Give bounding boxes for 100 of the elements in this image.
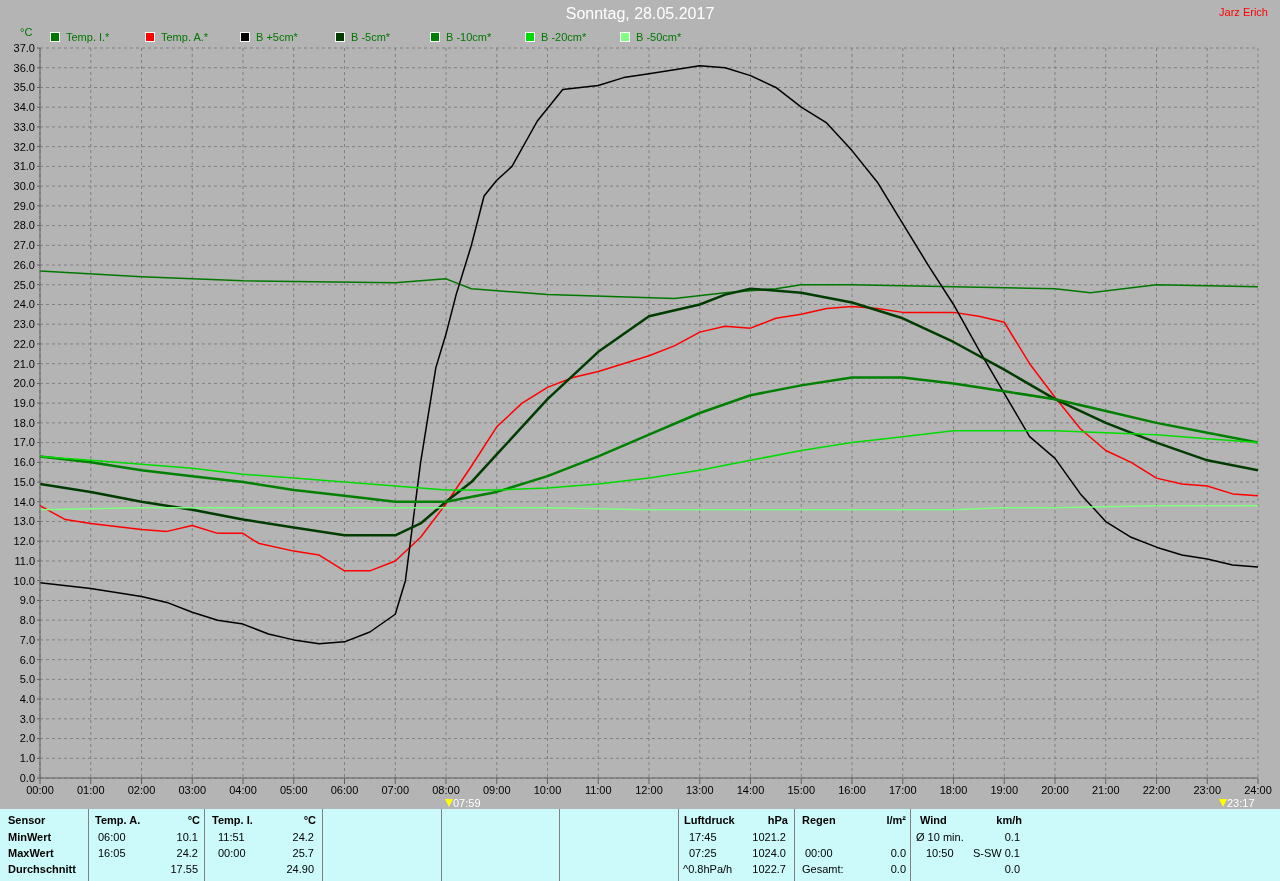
y-tick-label: 35.0 — [13, 81, 35, 94]
line-series — [40, 430, 1258, 491]
text: km/h — [996, 814, 1022, 826]
legend-label: B -10cm* — [446, 31, 492, 43]
x-tick-label: 18:00 — [939, 783, 968, 796]
text: 10:50 — [926, 847, 954, 859]
text: 24.2 — [292, 831, 314, 843]
text: 24.90 — [286, 863, 314, 875]
line-series — [40, 305, 1258, 572]
y-tick-label: 8.0 — [19, 614, 35, 627]
y-tick-label: 13.0 — [13, 515, 35, 528]
x-tick-label: 01:00 — [76, 783, 105, 796]
y-tick-label: 18.0 — [13, 416, 35, 429]
x-tick-label: 24:00 — [1244, 783, 1272, 796]
y-tick-label: 21.0 — [13, 357, 35, 370]
text: Temp. I. — [212, 814, 253, 826]
y-tick-label: 16.0 — [13, 456, 35, 469]
x-tick-label: 12:00 — [635, 783, 663, 796]
y-axis-title: °C — [20, 26, 33, 38]
y-tick-label: 10.0 — [13, 574, 35, 587]
text: 06:00 — [98, 831, 126, 843]
y-tick-label: 0.0 — [19, 771, 35, 784]
legend-label: B -20cm* — [541, 31, 587, 43]
line-series — [40, 65, 1258, 645]
text: 17.55 — [170, 863, 198, 875]
y-tick-label: 32.0 — [13, 140, 35, 153]
y-tick-label: 19.0 — [13, 397, 35, 410]
y-tick-label: 28.0 — [13, 219, 35, 232]
text: 0.1 — [1004, 831, 1020, 843]
x-tick-label: 08:00 — [432, 783, 460, 796]
x-tick-label: 16:00 — [838, 783, 866, 796]
text: l/m² — [886, 814, 906, 826]
text: Wind — [920, 814, 947, 826]
legend-label: B +5cm* — [256, 31, 298, 43]
text: Temp. A. — [95, 814, 141, 826]
legend-label: Temp. I.* — [66, 31, 110, 43]
text: 07:25 — [689, 847, 717, 859]
y-tick-label: 22.0 — [13, 337, 35, 350]
y-tick-label: 26.0 — [13, 258, 35, 271]
text: 1021.2 — [752, 831, 786, 843]
x-tick-label: 23:00 — [1193, 783, 1222, 796]
text: MaxWert — [8, 847, 54, 859]
y-tick-label: 15.0 — [13, 475, 35, 488]
y-tick-label: 20.0 — [13, 377, 35, 390]
text: 0.0 — [1004, 863, 1020, 875]
y-tick-label: 5.0 — [19, 673, 35, 686]
y-tick-label: 34.0 — [13, 101, 35, 114]
line-series — [40, 376, 1258, 504]
legend-label: B -5cm* — [351, 31, 391, 43]
text: 11:51 — [218, 831, 245, 843]
y-tick-label: 29.0 — [13, 199, 35, 212]
text: Jarz Erich — [1219, 6, 1268, 18]
text: 1024.0 — [752, 847, 786, 859]
x-tick-label: 22:00 — [1142, 783, 1171, 796]
text: 24.2 — [176, 847, 198, 859]
line-series — [40, 270, 1258, 300]
x-tick-label: 04:00 — [229, 783, 257, 796]
y-tick-label: 11.0 — [14, 554, 35, 567]
y-tick-label: 36.0 — [13, 61, 35, 74]
x-tick-label: 19:00 — [990, 783, 1019, 796]
x-tick-label: 15:00 — [787, 783, 816, 796]
line-series — [40, 287, 1258, 537]
y-tick-label: 33.0 — [13, 120, 35, 133]
y-tick-label: 37.0 — [13, 41, 35, 54]
text: 07:59 — [453, 797, 481, 809]
y-tick-label: 17.0 — [13, 436, 35, 449]
legend-label: Temp. A.* — [161, 31, 209, 43]
x-tick-label: 14:00 — [736, 783, 765, 796]
y-tick-label: 3.0 — [19, 712, 35, 725]
text: S-SW 0.1 — [972, 847, 1020, 859]
text: 16:05 — [98, 847, 126, 859]
text: Durchschnitt — [8, 863, 76, 875]
y-tick-label: 14.0 — [13, 495, 35, 508]
legend-label: B -50cm* — [636, 31, 682, 43]
x-tick-label: 11:00 — [584, 783, 612, 796]
y-tick-label: 31.0 — [13, 160, 35, 173]
y-tick-label: 27.0 — [13, 239, 35, 252]
y-tick-label: 9.0 — [19, 594, 35, 607]
text: °C — [303, 814, 316, 826]
text: 0.0 — [890, 863, 906, 875]
x-tick-label: 09:00 — [482, 783, 511, 796]
x-tick-label: 10:00 — [533, 783, 562, 796]
y-tick-label: 7.0 — [19, 633, 35, 646]
y-tick-label: 6.0 — [19, 653, 35, 666]
text: Sensor — [8, 814, 46, 826]
text: ^0.8hPa/h — [683, 863, 733, 875]
text: 1022.7 — [752, 863, 786, 875]
text: Ø 10 min. — [916, 831, 964, 843]
x-tick-label: 06:00 — [330, 783, 359, 796]
y-tick-label: 24.0 — [13, 298, 35, 311]
text: 00:00 — [805, 847, 833, 859]
y-tick-label: 30.0 — [13, 180, 35, 193]
chart-title: Sonntag, 28.05.2017 — [565, 5, 715, 22]
y-tick-label: 25.0 — [13, 278, 35, 291]
x-tick-label: 21:00 — [1091, 783, 1120, 796]
text: MinWert — [8, 831, 52, 843]
x-tick-label: 05:00 — [279, 783, 308, 796]
x-tick-label: 02:00 — [127, 783, 156, 796]
text: Regen — [802, 814, 836, 826]
y-tick-label: 2.0 — [19, 732, 35, 745]
